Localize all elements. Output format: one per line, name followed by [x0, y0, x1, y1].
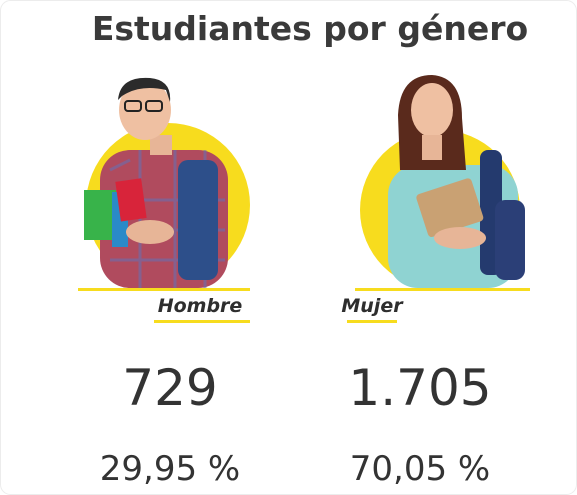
group-percent: 29,95 %	[100, 449, 240, 489]
group-count: 729	[122, 359, 217, 417]
label-underline	[154, 320, 250, 323]
group-label: Hombre	[158, 295, 243, 317]
group-percent: 70,05 %	[350, 449, 490, 489]
title: Estudiantes por género	[92, 9, 528, 48]
group-count: 1.705	[348, 359, 491, 417]
group-label: Mujer	[341, 295, 404, 317]
infographic: Estudiantes por género Hombre Mujer 729 …	[0, 0, 577, 495]
label-underline	[347, 320, 397, 323]
